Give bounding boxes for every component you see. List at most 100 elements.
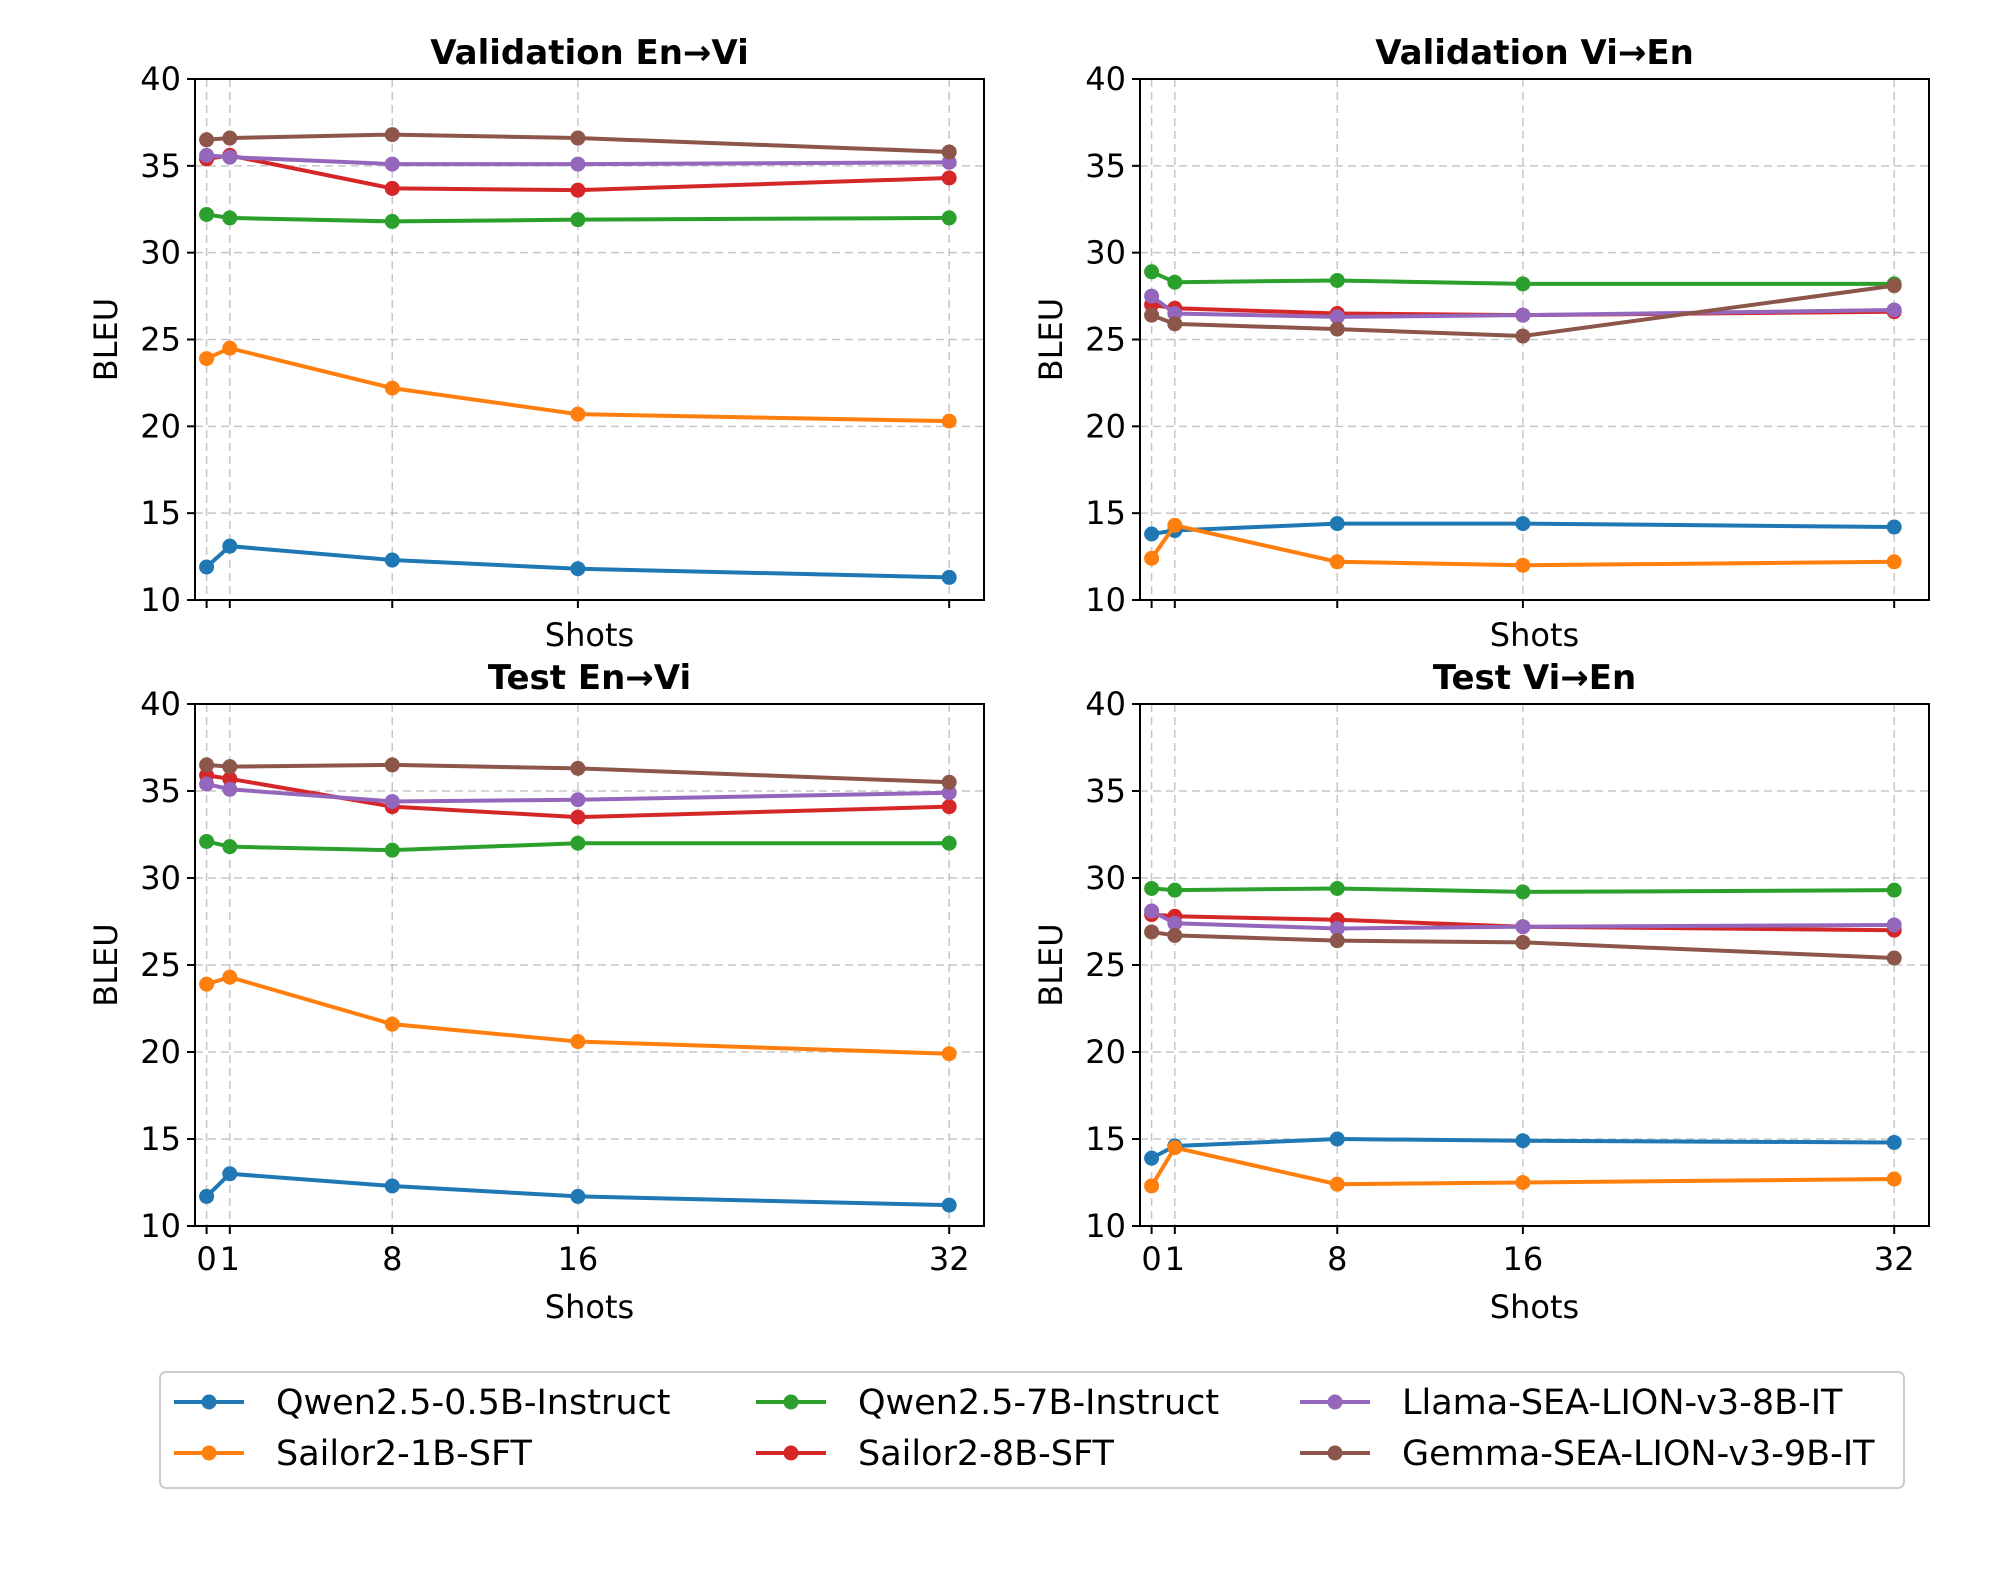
legend-swatch-marker [1327, 1445, 1343, 1461]
legend-frame [159, 1371, 1905, 1489]
data-point-sailor2-8b-sft [570, 809, 586, 825]
data-point-gemma-sea-lion-v3-9b-it [1144, 924, 1160, 940]
legend-entry-llama-sea-lion: Llama-SEA-LION-v3-8B-IT [1300, 1383, 1843, 1423]
data-point-sailor2-1b-sft [1167, 517, 1183, 533]
y-tick-label: 40 [140, 685, 181, 723]
x-tick-label: 16 [1503, 1240, 1544, 1278]
data-point-sailor2-1b-sft [1167, 1140, 1183, 1156]
data-point-llama-sea-lion-v3-8b-it [384, 156, 400, 172]
y-tick-label: 40 [1085, 685, 1126, 723]
legend-label: Sailor2-1B-SFT [276, 1434, 532, 1474]
y-axis-label: BLEU [1032, 923, 1070, 1006]
y-tick-label: 40 [1085, 60, 1126, 98]
data-point-qwen2-5-0-5b-instruct [1144, 526, 1160, 542]
y-tick-label: 30 [140, 234, 181, 272]
x-axis-label: Shots [545, 616, 634, 654]
y-axis-label: BLEU [87, 923, 125, 1006]
data-point-sailor2-1b-sft [1329, 554, 1345, 570]
data-point-qwen2-5-0-5b-instruct [570, 561, 586, 577]
data-point-llama-sea-lion-v3-8b-it [222, 149, 238, 165]
chart-panel-test-vi-en: 10 15 20 25 30 35 40 0 1 8 16 32 Test Vi→En Shots BLEU [1032, 658, 1930, 1326]
data-point-qwen2-5-0-5b-instruct [222, 538, 238, 554]
data-point-llama-sea-lion-v3-8b-it [1886, 917, 1902, 933]
y-tick-label: 15 [140, 1120, 181, 1158]
data-point-qwen2-5-0-5b-instruct [1886, 1134, 1902, 1150]
legend-label: Llama-SEA-LION-v3-8B-IT [1402, 1383, 1843, 1423]
data-point-llama-sea-lion-v3-8b-it [384, 793, 400, 809]
data-point-llama-sea-lion-v3-8b-it [570, 156, 586, 172]
y-tick-label: 20 [140, 407, 181, 445]
y-tick-label: 10 [140, 581, 181, 619]
data-point-llama-sea-lion-v3-8b-it [199, 776, 215, 792]
y-tick-label: 30 [140, 859, 181, 897]
data-point-sailor2-1b-sft [199, 351, 215, 367]
x-axis-label: Shots [1490, 616, 1579, 654]
legend-label: Qwen2.5-7B-Instruct [858, 1383, 1219, 1423]
y-tick-label: 25 [140, 946, 181, 984]
chart-title: Validation En→Vi [430, 33, 749, 73]
data-point-gemma-sea-lion-v3-9b-it [199, 757, 215, 773]
y-tick-label: 35 [140, 772, 181, 810]
data-point-qwen2-5-0-5b-instruct [199, 559, 215, 575]
legend-swatch-marker [783, 1445, 799, 1461]
data-point-sailor2-1b-sft [570, 1034, 586, 1050]
x-tick-label: 0 [196, 1240, 216, 1278]
data-point-qwen2-5-0-5b-instruct [222, 1166, 238, 1182]
data-point-llama-sea-lion-v3-8b-it [941, 785, 957, 801]
y-tick-label: 10 [1085, 1207, 1126, 1245]
data-point-llama-sea-lion-v3-8b-it [1144, 903, 1160, 919]
data-point-qwen2-5-7b-instruct [199, 833, 215, 849]
y-tick-label: 20 [140, 1033, 181, 1071]
data-point-sailor2-1b-sft [941, 413, 957, 429]
data-point-qwen2-5-0-5b-instruct [1329, 1131, 1345, 1147]
data-point-gemma-sea-lion-v3-9b-it [1329, 933, 1345, 949]
y-tick-label: 30 [1085, 234, 1126, 272]
data-point-llama-sea-lion-v3-8b-it [1886, 302, 1902, 318]
x-tick-label: 8 [1327, 1240, 1347, 1278]
legend-entry-qwen2-5-7b: Qwen2.5-7B-Instruct [756, 1383, 1219, 1423]
data-point-qwen2-5-0-5b-instruct [384, 1178, 400, 1194]
series-group [199, 757, 957, 1213]
legend-entry-qwen2-5-0-5b: Qwen2.5-0.5B-Instruct [174, 1383, 671, 1423]
data-point-qwen2-5-0-5b-instruct [1329, 516, 1345, 532]
y-tick-label: 35 [140, 147, 181, 185]
legend-entry-sailor2-1b: Sailor2-1B-SFT [174, 1434, 532, 1474]
y-tick-label: 15 [1085, 494, 1126, 532]
legend-swatch-marker [1327, 1394, 1343, 1410]
data-point-gemma-sea-lion-v3-9b-it [1886, 950, 1902, 966]
data-point-gemma-sea-lion-v3-9b-it [384, 757, 400, 773]
data-point-gemma-sea-lion-v3-9b-it [384, 127, 400, 143]
data-point-gemma-sea-lion-v3-9b-it [570, 760, 586, 776]
data-point-qwen2-5-7b-instruct [570, 835, 586, 851]
data-point-sailor2-1b-sft [1886, 554, 1902, 570]
data-point-qwen2-5-7b-instruct [1144, 880, 1160, 896]
x-axis-label: Shots [545, 1288, 634, 1326]
data-point-sailor2-1b-sft [1515, 557, 1531, 573]
x-tick-label: 0 [1141, 1240, 1161, 1278]
data-point-sailor2-1b-sft [199, 976, 215, 992]
data-point-gemma-sea-lion-v3-9b-it [1886, 278, 1902, 294]
data-point-qwen2-5-0-5b-instruct [1515, 1133, 1531, 1149]
data-point-qwen2-5-0-5b-instruct [199, 1188, 215, 1204]
y-axis-label: BLEU [1032, 298, 1070, 381]
data-point-sailor2-1b-sft [1144, 550, 1160, 566]
data-point-qwen2-5-7b-instruct [570, 212, 586, 228]
chart-title: Test Vi→En [1433, 658, 1636, 698]
data-point-gemma-sea-lion-v3-9b-it [1515, 328, 1531, 344]
legend-entry-sailor2-8b: Sailor2-8B-SFT [756, 1434, 1114, 1474]
data-point-qwen2-5-0-5b-instruct [384, 552, 400, 568]
data-point-qwen2-5-7b-instruct [384, 213, 400, 229]
y-tick-label: 20 [1085, 1033, 1126, 1071]
data-point-qwen2-5-0-5b-instruct [1144, 1150, 1160, 1166]
data-point-gemma-sea-lion-v3-9b-it [570, 130, 586, 146]
data-point-qwen2-5-7b-instruct [1329, 880, 1345, 896]
x-tick-label: 16 [558, 1240, 599, 1278]
data-point-qwen2-5-7b-instruct [1167, 274, 1183, 290]
data-point-qwen2-5-7b-instruct [1167, 882, 1183, 898]
data-point-sailor2-1b-sft [941, 1046, 957, 1062]
y-tick-label: 35 [1085, 772, 1126, 810]
data-point-qwen2-5-0-5b-instruct [570, 1188, 586, 1204]
data-point-gemma-sea-lion-v3-9b-it [941, 774, 957, 790]
data-point-qwen2-5-7b-instruct [941, 210, 957, 226]
